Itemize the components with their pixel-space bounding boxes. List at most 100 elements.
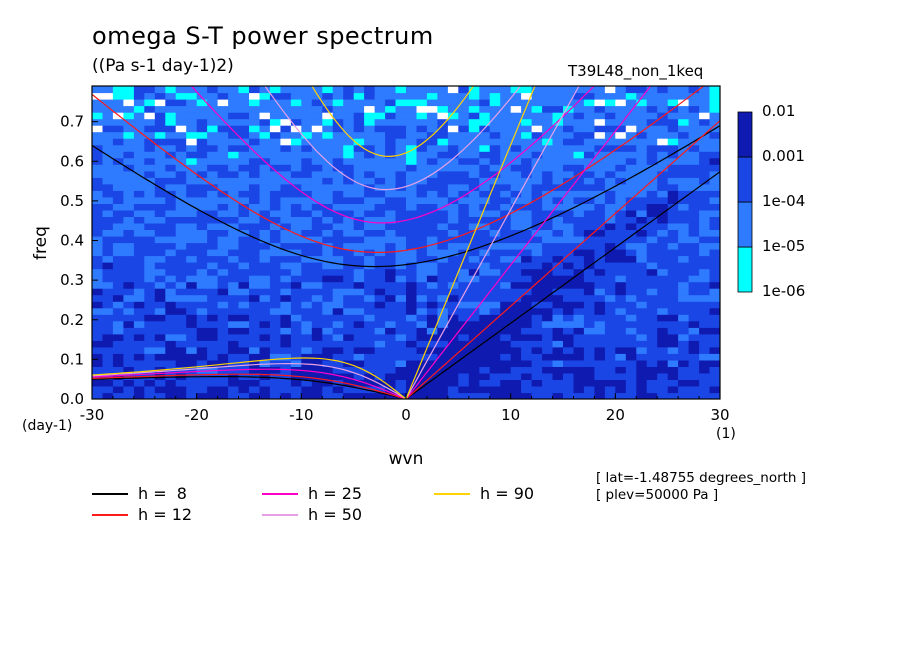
spectrum-cell: [238, 294, 250, 302]
spectrum-cell: [322, 99, 334, 107]
spectrum-cell: [657, 177, 669, 185]
spectrum-cell: [395, 379, 407, 387]
spectrum-cell: [364, 314, 376, 322]
spectrum-cell: [563, 164, 575, 172]
spectrum-cell: [133, 125, 145, 133]
spectrum-cell: [311, 372, 323, 380]
spectrum-cell: [343, 346, 355, 354]
spectrum-cell: [311, 170, 323, 178]
spectrum-cell: [196, 190, 208, 198]
spectrum-cell: [468, 131, 480, 139]
spectrum-cell: [573, 86, 585, 94]
spectrum-cell: [301, 86, 313, 94]
spectrum-cell: [542, 196, 554, 204]
spectrum-cell: [301, 281, 313, 289]
spectrum-cell: [667, 183, 679, 191]
spectrum-cell: [625, 379, 637, 387]
spectrum-cell: [479, 366, 491, 374]
spectrum-cell: [259, 242, 271, 250]
spectrum-cell: [123, 320, 135, 328]
spectrum-cell: [406, 242, 418, 250]
spectrum-cell: [489, 151, 501, 159]
spectrum-cell: [112, 157, 124, 165]
spectrum-cell: [186, 99, 198, 107]
spectrum-cell: [196, 177, 208, 185]
spectrum-cell: [531, 164, 543, 172]
spectrum-cell: [133, 105, 145, 113]
spectrum-cell: [249, 288, 261, 296]
spectrum-cell: [353, 242, 365, 250]
spectrum-cell: [102, 255, 114, 263]
spectrum-cell: [123, 288, 135, 296]
spectrum-cell: [426, 359, 438, 367]
spectrum-cell: [406, 333, 418, 341]
spectrum-cell: [112, 379, 124, 387]
spectrum-cell: [343, 392, 355, 399]
spectrum-cell: [542, 112, 554, 120]
spectrum-cell: [500, 392, 512, 399]
spectrum-cell: [395, 164, 407, 172]
colorbar-label: 1e-06: [762, 282, 806, 300]
spectrum-cell: [604, 333, 616, 341]
spectrum-cell: [92, 170, 104, 178]
spectrum-cell: [510, 86, 522, 94]
spectrum-cell: [667, 131, 679, 139]
spectrum-cell: [542, 157, 554, 165]
spectrum-cell: [217, 268, 229, 276]
spectrum-cell: [311, 392, 323, 399]
spectrum-cell: [395, 346, 407, 354]
spectrum-cell: [207, 112, 219, 120]
spectrum-cell: [165, 301, 177, 309]
spectrum-cell: [406, 86, 418, 94]
spectrum-cell: [165, 392, 177, 399]
spectrum-cell: [207, 262, 219, 270]
spectrum-cell: [228, 353, 240, 361]
spectrum-cell: [426, 236, 438, 244]
spectrum-cell: [322, 170, 334, 178]
spectrum-cell: [437, 333, 449, 341]
spectrum-cell: [311, 236, 323, 244]
spectrum-cell: [259, 359, 271, 367]
spectrum-cell: [468, 99, 480, 107]
spectrum-cell: [615, 177, 627, 185]
spectrum-cell: [228, 340, 240, 348]
spectrum-cell: [688, 151, 700, 159]
x-tick-label: 20: [606, 406, 625, 424]
spectrum-cell: [259, 125, 271, 133]
spectrum-cell: [196, 229, 208, 237]
spectrum-cell: [406, 353, 418, 361]
spectrum-cell: [353, 196, 365, 204]
spectrum-cell: [521, 255, 533, 263]
spectrum-cell: [646, 216, 658, 224]
spectrum-cell: [353, 340, 365, 348]
spectrum-cell: [311, 333, 323, 341]
spectrum-cell: [699, 366, 711, 374]
spectrum-cell: [249, 379, 261, 387]
spectrum-cell: [636, 333, 648, 341]
spectrum-cell: [615, 138, 627, 146]
spectrum-cell: [259, 131, 271, 139]
spectrum-cell: [426, 301, 438, 309]
spectrum-cell: [667, 386, 679, 394]
spectrum-cell: [542, 366, 554, 374]
spectrum-cell: [615, 353, 627, 361]
spectrum-cell: [228, 164, 240, 172]
spectrum-cell: [249, 314, 261, 322]
spectrum-cell: [667, 249, 679, 257]
spectrum-cell: [678, 203, 690, 211]
spectrum-cell: [102, 196, 114, 204]
spectrum-cell: [385, 307, 397, 315]
spectrum-cell: [175, 216, 187, 224]
spectrum-cell: [531, 216, 543, 224]
spectrum-cell: [217, 229, 229, 237]
spectrum-cell: [458, 379, 470, 387]
spectrum-cell: [207, 209, 219, 217]
spectrum-cell: [332, 372, 344, 380]
spectrum-cell: [165, 157, 177, 165]
spectrum-cell: [165, 386, 177, 394]
spectrum-cell: [374, 216, 386, 224]
spectrum-cell: [542, 183, 554, 191]
spectrum-cell: [521, 314, 533, 322]
spectrum-cell: [678, 99, 690, 107]
spectrum-cell: [468, 353, 480, 361]
